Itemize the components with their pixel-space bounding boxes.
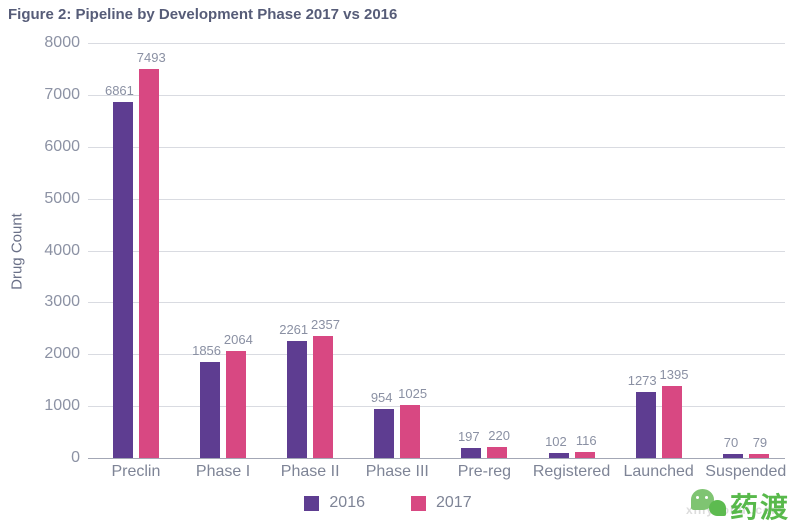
y-tick-4000: 4000	[44, 241, 80, 259]
legend-label-2016: 2016	[329, 494, 365, 511]
y-tick-6000: 6000	[44, 137, 80, 155]
x-label-registered: Registered	[532, 463, 611, 480]
bar-value-2016-phase-iii: 954	[370, 389, 393, 405]
y-tick-3000: 3000	[44, 293, 80, 311]
bar-2017-suspended	[748, 453, 769, 458]
x-label-launched: Launched	[623, 463, 694, 480]
bar-2016-registered	[548, 452, 569, 458]
bar-2017-preclin	[138, 69, 159, 458]
x-label-preclin: Preclin	[111, 463, 161, 480]
gridline-1000	[88, 406, 785, 408]
y-tick-5000: 5000	[44, 189, 80, 207]
bar-2016-pre-reg	[461, 447, 482, 458]
bar-2016-suspended	[722, 454, 743, 458]
y-tick-2000: 2000	[44, 345, 80, 363]
x-label-phase-iii: Phase III	[365, 463, 429, 480]
gridline-4000	[88, 250, 785, 252]
legend-swatch-2016	[304, 495, 320, 511]
bar-value-2016-launched: 1273	[627, 372, 657, 388]
bar-value-2017-phase-i: 2064	[223, 331, 253, 347]
x-label-phase-i: Phase I	[195, 463, 251, 480]
gridline-7000	[88, 94, 785, 96]
bar-value-2017-launched: 1395	[659, 366, 689, 382]
y-axis-ticks: 0 1000 2000 3000 4000 5000 6000 7000 8000	[0, 34, 80, 466]
y-tick-8000: 8000	[44, 34, 80, 51]
legend-item-2016: 2016	[304, 494, 365, 512]
bar-2016-launched	[635, 391, 656, 458]
y-tick-1000: 1000	[44, 397, 80, 415]
bar-2017-phase-iii	[400, 404, 421, 458]
bar-2017-phase-ii	[313, 335, 334, 458]
legend-swatch-2017	[411, 495, 426, 511]
x-axis-line	[88, 458, 785, 459]
bar-value-2016-pre-reg: 197	[457, 428, 480, 444]
bar-2016-preclin	[112, 102, 133, 458]
watermark-logo-icon-small	[709, 500, 726, 516]
bar-2017-phase-i	[226, 350, 247, 458]
bar-value-2016-phase-i: 1856	[192, 342, 222, 358]
bar-value-2017-suspended: 79	[752, 434, 768, 450]
bar-value-2016-phase-ii: 2261	[279, 321, 309, 337]
bar-value-2017-phase-ii: 2357	[311, 316, 340, 332]
watermark-brand-text: 药渡	[730, 492, 791, 523]
legend: 2016 2017	[0, 494, 776, 512]
x-label-suspended: Suspended	[705, 463, 787, 480]
gridline-5000	[88, 198, 785, 200]
bar-value-2017-preclin: 7493	[136, 50, 166, 66]
bar-value-2017-pre-reg: 220	[488, 427, 510, 443]
gridline-2000	[88, 354, 785, 356]
x-axis-labels: Preclin Phase I Phase II Phase III Pre-reg Re…	[88, 463, 787, 485]
chart-title: Figure 2: Pipeline by Development Phase …	[8, 6, 398, 23]
x-label-pre-reg: Pre-reg	[457, 463, 512, 480]
bar-value-2016-preclin: 6861	[104, 83, 134, 99]
gridline-8000	[88, 43, 785, 44]
bar-2017-registered	[574, 451, 595, 458]
watermark-logo-icon	[691, 489, 714, 510]
bar-value-2016-registered: 102	[545, 433, 567, 449]
legend-item-2017: 2017	[411, 494, 472, 512]
gridline-6000	[88, 146, 785, 148]
bar-2016-phase-iii	[374, 408, 395, 458]
y-tick-0: 0	[71, 449, 80, 466]
bar-2017-pre-reg	[487, 446, 508, 458]
x-label-phase-ii: Phase II	[280, 463, 340, 480]
plot-area: 6861 7493 1856 2064 2261 2357 954 1025 197 220 102…	[88, 43, 785, 459]
bar-2017-launched	[661, 385, 682, 458]
bar-value-2017-phase-iii: 1025	[398, 385, 428, 401]
y-tick-7000: 7000	[44, 85, 80, 103]
bar-2016-phase-ii	[287, 340, 308, 458]
bar-2016-phase-i	[200, 361, 221, 458]
bar-value-2017-registered: 116	[575, 432, 597, 448]
gridline-3000	[88, 302, 785, 304]
legend-label-2017: 2017	[436, 494, 472, 511]
bar-value-2016-suspended: 70	[723, 435, 739, 451]
